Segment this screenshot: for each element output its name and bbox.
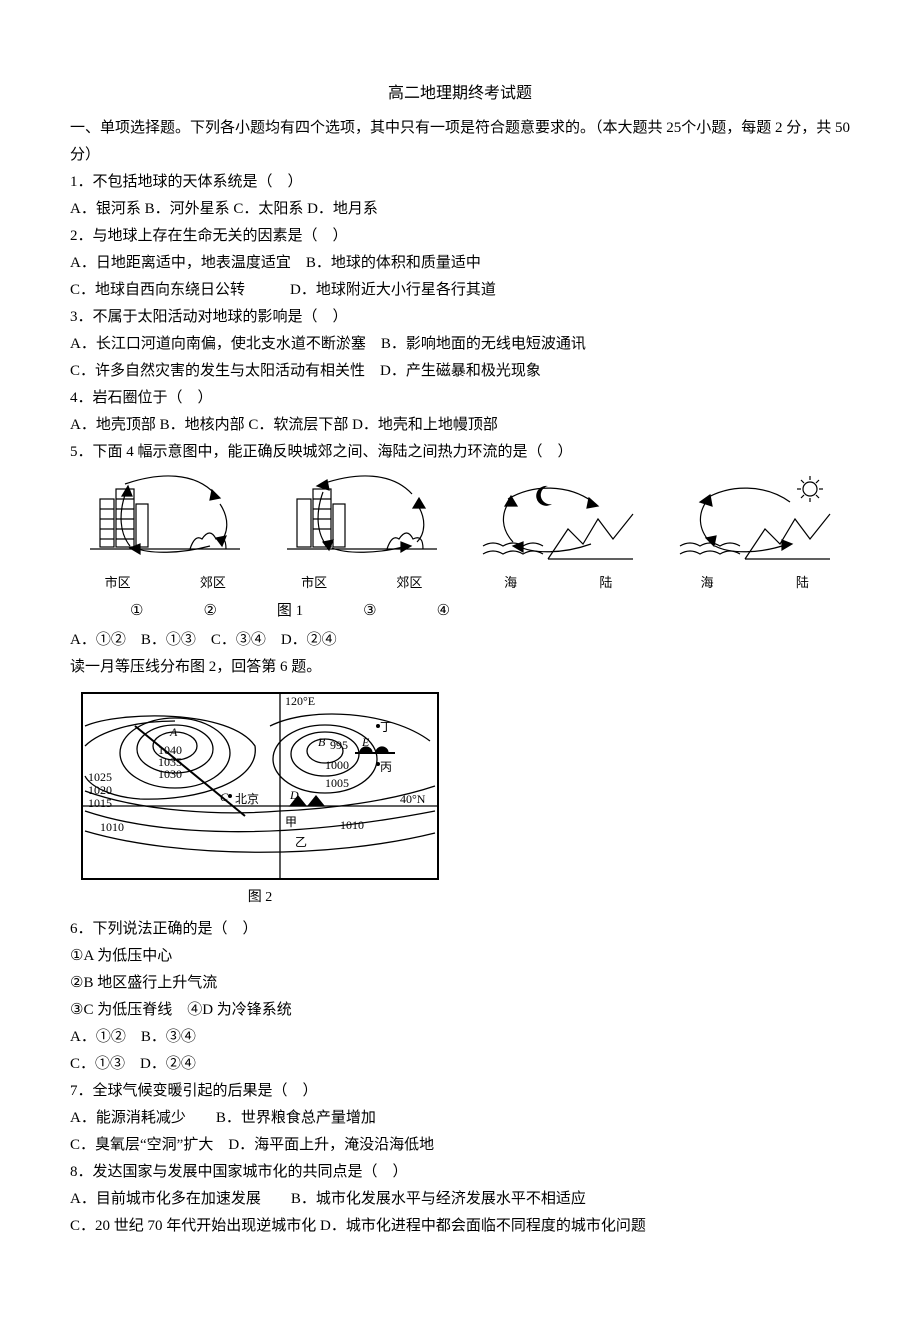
svg-text:丁: 丁 — [380, 720, 392, 734]
svg-text:1000: 1000 — [325, 758, 349, 772]
map-lat-label: 40°N — [400, 792, 426, 806]
q1-stem: 1．不包括地球的天体系统是（ ） — [70, 169, 850, 196]
fig1-2-right: 郊区 — [362, 571, 457, 594]
thermal-diagram-3 — [473, 474, 643, 569]
figure-1-circled-labels: ① ② 图 1 ③ ④ — [70, 598, 850, 625]
circ-2: ② — [203, 598, 216, 625]
svg-text:1015: 1015 — [88, 796, 112, 810]
svg-text:1025: 1025 — [88, 770, 112, 784]
thermal-diagram-4 — [670, 474, 840, 569]
svg-text:B: B — [318, 735, 326, 749]
fig1-3-right: 陆 — [558, 571, 653, 594]
pressure-map: 120°E 40°N 1025 1020 1015 1010 1040 1035… — [80, 691, 440, 881]
q5-options: A．①② B．①③ C．③④ D．②④ — [70, 627, 850, 654]
q4-options: A．地壳顶部 B．地核内部 C．软流层下部 D．地壳和上地幔顶部 — [70, 412, 850, 439]
svg-text:995: 995 — [330, 738, 348, 752]
figure-1-panel-4: 海 陆 — [660, 474, 851, 594]
q6-opt-ab: A．①② B．③④ — [70, 1024, 850, 1051]
circ-3: ③ — [363, 598, 376, 625]
q1-options: A．银河系 B．河外星系 C．太阳系 D．地月系 — [70, 196, 850, 223]
q6-s1: ①A 为低压中心 — [70, 943, 850, 970]
q6-s3: ③C 为低压脊线 ④D 为冷锋系统 — [70, 997, 850, 1024]
q5-stem: 5．下面 4 幅示意图中，能正确反映城郊之间、海陆之间热力环流的是（ ） — [70, 439, 850, 466]
thermal-diagram-1 — [80, 474, 250, 569]
q3-stem: 3．不属于太阳活动对地球的影响是（ ） — [70, 304, 850, 331]
q7-opt-ab: A．能源消耗减少 B．世界粮食总产量增加 — [70, 1105, 850, 1132]
fig1-caption: 图 1 — [277, 598, 303, 625]
svg-text:E: E — [361, 735, 370, 749]
svg-text:A: A — [169, 725, 178, 739]
svg-text:1005: 1005 — [325, 776, 349, 790]
q3-opt-ab: A．长江口河道向南偏，使北支水道不断淤塞 B．影响地面的无线电短波通讯 — [70, 331, 850, 358]
q6-stem: 6．下列说法正确的是（ ） — [70, 916, 850, 943]
q8-opt-ab: A．目前城市化多在加速发展 B．城市化发展水平与经济发展水平不相适应 — [70, 1186, 850, 1213]
fig1-1-right: 郊区 — [165, 571, 260, 594]
pre-q6-text: 读一月等压线分布图 2，回答第 6 题。 — [70, 654, 850, 681]
svg-text:1020: 1020 — [88, 783, 112, 797]
q4-stem: 4．岩石圈位于（ ） — [70, 385, 850, 412]
q2-opt-ab: A．日地距离适中，地表温度适宜 B．地球的体积和质量适中 — [70, 250, 850, 277]
svg-text:丙: 丙 — [380, 760, 392, 774]
figure-2-block: 120°E 40°N 1025 1020 1015 1010 1040 1035… — [70, 691, 850, 910]
svg-text:1010: 1010 — [340, 818, 364, 832]
circ-1: ① — [130, 598, 143, 625]
svg-text:C: C — [220, 790, 229, 804]
figure-2-caption: 图 2 — [80, 885, 440, 910]
svg-text:乙: 乙 — [295, 835, 307, 849]
figure-1-row: 市区 郊区 市区 — [70, 474, 850, 594]
fig1-2-left: 市区 — [267, 571, 362, 594]
thermal-diagram-2 — [277, 474, 447, 569]
svg-text:北京: 北京 — [235, 792, 259, 806]
q8-stem: 8．发达国家与发展中国家城市化的共同点是（ ） — [70, 1159, 850, 1186]
q7-opt-cd: C．臭氧层“空洞”扩大 D．海平面上升，淹没沿海低地 — [70, 1132, 850, 1159]
q8-opt-cd: C．20 世纪 70 年代开始出现逆城市化 D．城市化进程中都会面临不同程度的城… — [70, 1213, 850, 1240]
circ-4: ④ — [437, 598, 450, 625]
fig1-1-left: 市区 — [70, 571, 165, 594]
fig1-4-right: 陆 — [755, 571, 850, 594]
fig1-3-left: 海 — [463, 571, 558, 594]
svg-text:甲: 甲 — [285, 815, 297, 829]
q6-s2: ②B 地区盛行上升气流 — [70, 970, 850, 997]
map-lon-label: 120°E — [285, 694, 315, 708]
svg-text:1010: 1010 — [100, 820, 124, 834]
q2-opt-cd: C．地球自西向东绕日公转 D．地球附近大小行星各行其道 — [70, 277, 850, 304]
figure-1-panel-2: 市区 郊区 — [267, 474, 458, 594]
page-title: 高二地理期终考试题 — [70, 80, 850, 109]
q2-stem: 2．与地球上存在生命无关的因素是（ ） — [70, 223, 850, 250]
q3-opt-cd: C．许多自然灾害的发生与太阳活动有相关性 D．产生磁暴和极光现象 — [70, 358, 850, 385]
fig1-4-left: 海 — [660, 571, 755, 594]
figure-1-panel-1: 市区 郊区 — [70, 474, 261, 594]
section-intro: 一、单项选择题。下列各小题均有四个选项，其中只有一项是符合题意要求的。（本大题共… — [70, 115, 850, 169]
q6-opt-cd: C．①③ D．②④ — [70, 1051, 850, 1078]
q7-stem: 7．全球气候变暖引起的后果是（ ） — [70, 1078, 850, 1105]
svg-text:D: D — [289, 788, 299, 802]
svg-text:1030: 1030 — [158, 767, 182, 781]
figure-1-panel-3: 海 陆 — [463, 474, 654, 594]
